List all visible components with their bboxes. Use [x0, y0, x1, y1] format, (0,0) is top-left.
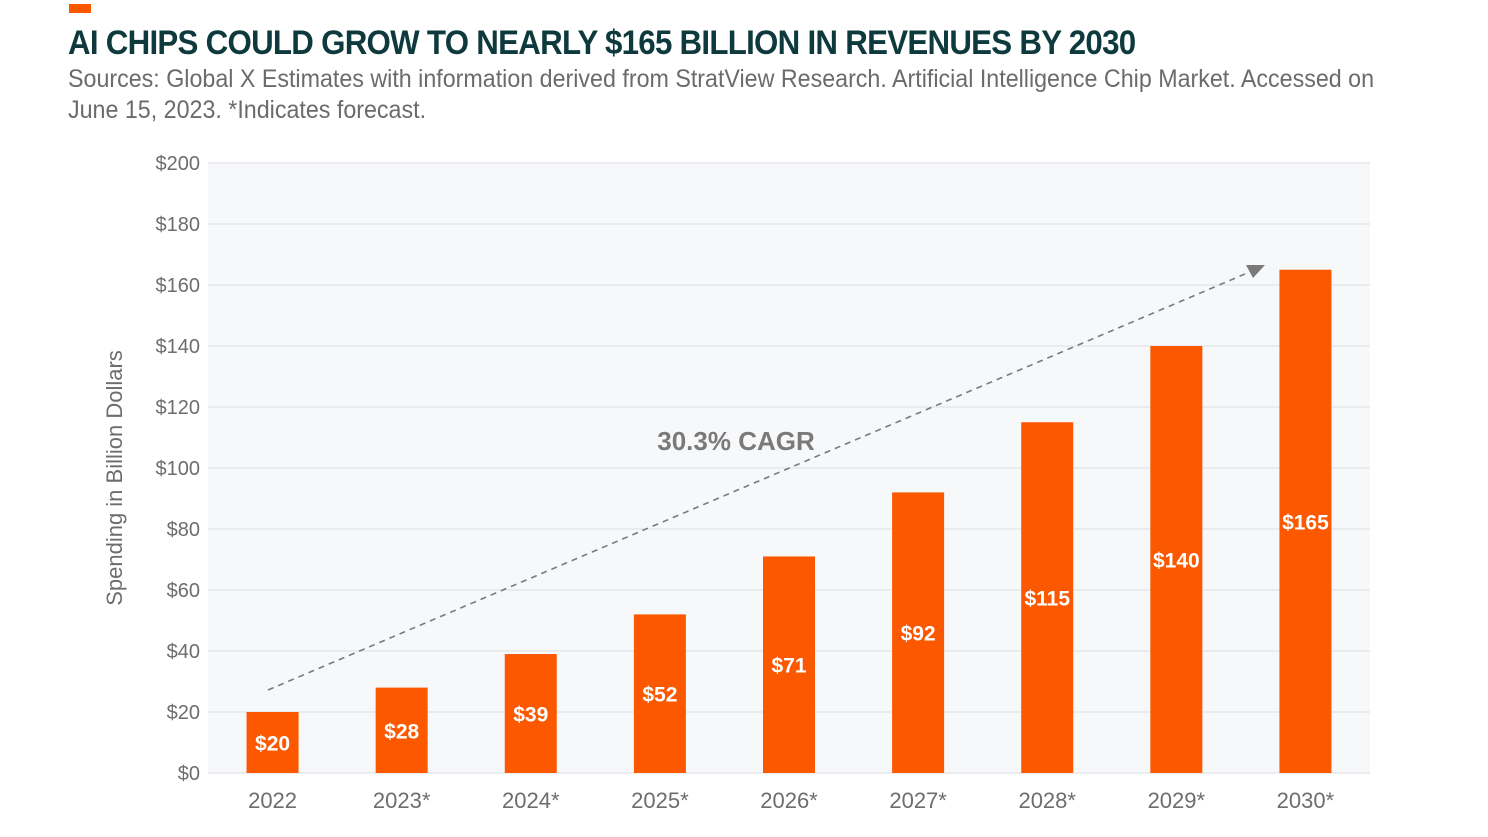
bar	[892, 492, 945, 773]
x-tick-label: 2022	[248, 788, 297, 813]
x-tick-label: 2029*	[1148, 788, 1206, 813]
data-label: $39	[513, 704, 548, 727]
bar	[375, 687, 428, 773]
y-tick-label: $160	[156, 275, 201, 297]
x-tick-label: 2026*	[760, 788, 818, 813]
x-tick-label: 2030*	[1277, 788, 1335, 813]
y-tick-label: $120	[156, 397, 201, 419]
x-tick-label: 2025*	[631, 788, 689, 813]
data-label: $71	[771, 655, 806, 678]
y-tick-label: $40	[167, 641, 200, 663]
x-tick-label: 2028*	[1018, 788, 1076, 813]
y-tick-label: $180	[156, 214, 201, 236]
y-tick-label: $100	[156, 458, 201, 480]
x-tick-label: 2023*	[373, 788, 431, 813]
y-tick-label: $140	[156, 336, 201, 358]
bar	[1150, 346, 1203, 773]
chart-subtitle: Sources: Global X Estimates with informa…	[68, 65, 1375, 124]
data-label: $52	[642, 684, 677, 707]
y-tick-label: $80	[167, 519, 200, 541]
bar	[504, 654, 557, 773]
data-label: $165	[1282, 511, 1329, 534]
accent-bar	[69, 4, 91, 13]
bar	[633, 614, 686, 773]
x-tick-label: 2024*	[502, 788, 560, 813]
data-label: $140	[1153, 550, 1200, 573]
y-tick-label: $60	[167, 580, 200, 602]
bar	[1021, 422, 1074, 773]
y-tick-label: $20	[167, 702, 200, 724]
y-axis-label: Spending in Billion Dollars	[102, 350, 127, 606]
cagr-annotation: 30.3% CAGR	[657, 426, 815, 456]
trend-arrow-line	[267, 270, 1253, 691]
bar	[1279, 269, 1332, 773]
data-label: $20	[255, 733, 290, 756]
chart-title: AI CHIPS COULD GROW TO NEARLY $165 BILLI…	[68, 24, 1136, 62]
x-tick-label: 2027*	[889, 788, 947, 813]
y-tick-label: $0	[178, 763, 200, 785]
data-label: $28	[384, 720, 419, 743]
y-tick-label: $200	[156, 153, 201, 175]
bar	[246, 712, 299, 773]
bar	[763, 556, 815, 773]
trend-arrow-head	[1246, 265, 1265, 278]
data-label: $92	[901, 623, 936, 646]
data-label: $115	[1024, 588, 1070, 611]
